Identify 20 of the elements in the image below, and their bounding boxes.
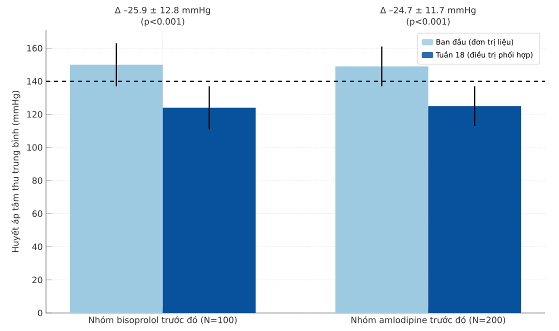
y-tick-label: 40: [32, 244, 42, 250]
text: (p<0.001): [141, 18, 184, 26]
y-axis-title: Huyết áp tâm thu trung bình (mmHg): [11, 90, 20, 252]
y-tick-label: 60: [32, 210, 42, 217]
y-tick-label: 100: [27, 144, 42, 151]
y-tick-label: 160: [27, 44, 42, 52]
text: (p<0.001): [406, 18, 450, 26]
x-tick-label: Nhóm amlodipine trước đó (N=200): [351, 316, 506, 325]
bar: [428, 106, 522, 313]
bar: [70, 64, 163, 313]
bar: [335, 66, 428, 313]
text: Δ –24.7 ± 11.7 mmHg: [380, 6, 476, 16]
bar: [162, 108, 256, 313]
y-tick-label: 120: [27, 111, 42, 118]
text: Δ –25.9 ± 12.8 mmHg: [114, 6, 210, 16]
y-tick-label: 80: [32, 177, 42, 184]
y-tick-label: 0: [38, 310, 42, 316]
y-tick-label: 20: [32, 276, 42, 284]
y-tick-label: 140: [27, 78, 42, 85]
x-tick-label: Nhóm bisoprolol trước đó (N=100): [89, 316, 237, 325]
